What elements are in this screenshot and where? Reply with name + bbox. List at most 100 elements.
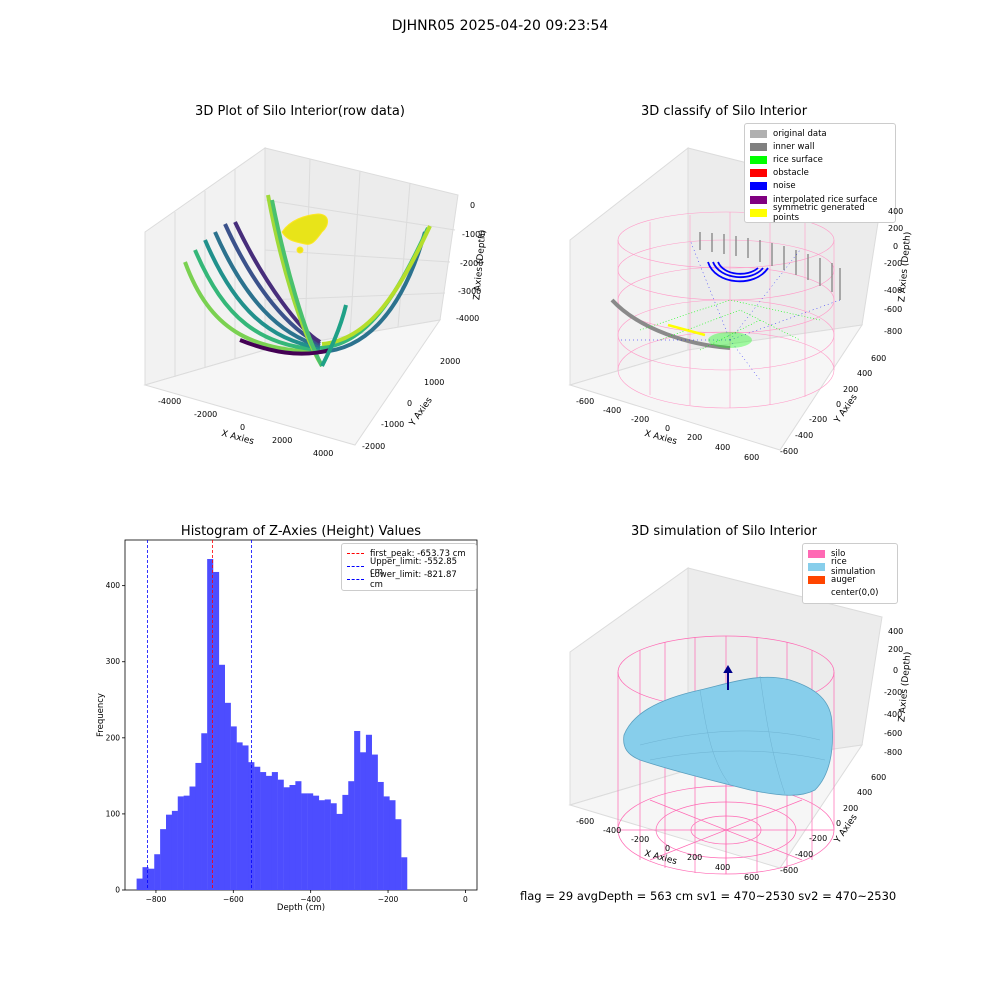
classify-xtick: -400 bbox=[603, 406, 622, 415]
legend-label: original data bbox=[773, 128, 827, 139]
legend-label: auger bbox=[831, 574, 856, 585]
legend-swatch bbox=[808, 549, 825, 558]
simulation-ztick: -800 bbox=[884, 748, 903, 757]
simulation-ytick: -200 bbox=[809, 834, 828, 843]
simulation-ztick: -200 bbox=[884, 688, 903, 697]
legend-item: original data bbox=[750, 127, 890, 140]
histogram-bar bbox=[330, 803, 337, 890]
classify-ytick: 600 bbox=[871, 354, 887, 363]
classify-ztick: -600 bbox=[884, 305, 903, 314]
simulation-ytick: 400 bbox=[857, 788, 873, 797]
histogram-bar bbox=[360, 752, 367, 890]
simulation-ytick: -400 bbox=[795, 850, 814, 859]
histogram-bar bbox=[348, 781, 355, 890]
raw-xtick: 4000 bbox=[313, 449, 334, 458]
legend-item: obstacle bbox=[750, 167, 890, 180]
raw-xtick: -2000 bbox=[194, 410, 218, 419]
histogram-bar bbox=[230, 726, 237, 890]
histogram-xtick-label: −600 bbox=[223, 895, 244, 904]
histogram-legend: first_peak: -653.73 cm Upper_limit: -552… bbox=[341, 543, 477, 591]
legend-label: first_peak: -653.73 cm bbox=[370, 548, 466, 559]
simulation-ztick: 0 bbox=[893, 666, 899, 675]
classify-ztick: 400 bbox=[888, 207, 904, 216]
raw-ztick: -2000 bbox=[460, 259, 484, 268]
histogram-bar bbox=[160, 829, 167, 890]
simulation-xtick: 600 bbox=[744, 873, 760, 882]
histogram-bar bbox=[301, 793, 308, 890]
legend-swatch bbox=[750, 129, 767, 138]
raw-ytick: 0 bbox=[407, 399, 413, 408]
histogram-bar bbox=[189, 786, 196, 890]
simulation-xtick: 0 bbox=[665, 844, 671, 853]
legend-label: rice surface bbox=[773, 154, 823, 165]
classify-panel-title: 3D classify of Silo Interior bbox=[640, 104, 808, 119]
histogram-xtick-label: −800 bbox=[146, 895, 167, 904]
legend-item: silo bbox=[808, 547, 892, 560]
legend-item: noise bbox=[750, 180, 890, 193]
histogram-xlabel: Depth (cm) bbox=[276, 903, 326, 913]
raw-ytick: 2000 bbox=[440, 357, 461, 366]
legend-swatch bbox=[750, 169, 767, 178]
histogram-bar bbox=[242, 745, 249, 890]
raw-xtick: 2000 bbox=[272, 436, 293, 445]
classify-rice-surface bbox=[639, 299, 821, 351]
histogram-bar bbox=[365, 734, 372, 890]
histogram-bar bbox=[254, 766, 261, 890]
legend-label: obstacle bbox=[773, 168, 809, 179]
histogram-bar bbox=[324, 799, 331, 890]
legend-swatch bbox=[750, 195, 767, 204]
classify-ytick: 400 bbox=[857, 369, 873, 378]
histogram-bar bbox=[166, 814, 173, 890]
histogram-xtick-label: 0 bbox=[463, 895, 468, 904]
figure-title: DJHNR05 2025-04-20 09:23:54 bbox=[391, 18, 609, 34]
histogram-bar bbox=[195, 762, 202, 890]
classify-inner-wall bbox=[610, 232, 841, 350]
raw-ztick: 0 bbox=[470, 201, 476, 210]
raw-ytick: -2000 bbox=[362, 442, 386, 451]
legend-item: rice surface bbox=[750, 153, 890, 166]
simulation-ytick: -600 bbox=[780, 866, 799, 875]
classify-ztick: -800 bbox=[884, 327, 903, 336]
classify-ytick: -600 bbox=[780, 447, 799, 456]
raw-wall-curve bbox=[183, 194, 432, 368]
classify-xtick: 200 bbox=[687, 433, 703, 442]
histogram-bar bbox=[260, 772, 267, 890]
legend-item: center(0,0) bbox=[808, 587, 892, 600]
classify-ztick: -400 bbox=[884, 286, 903, 295]
histogram-bar bbox=[218, 664, 225, 890]
classify-noise-arcs bbox=[620, 239, 841, 381]
histogram-bar bbox=[183, 795, 190, 890]
simulation-xtick: 400 bbox=[715, 863, 731, 872]
legend-line bbox=[347, 553, 364, 555]
status-footer: flag = 29 avgDepth = 563 cm sv1 = 470~25… bbox=[520, 889, 897, 903]
simulation-xtick: -600 bbox=[576, 817, 595, 826]
histogram-bar bbox=[389, 800, 396, 890]
legend-swatch bbox=[808, 575, 825, 584]
legend-item: interpolated rice surface bbox=[750, 193, 890, 206]
histogram-ytick-label: 200 bbox=[106, 733, 121, 742]
simulation-legend: silo rice simulation auger center(0,0) bbox=[802, 543, 898, 604]
histogram-bar bbox=[224, 702, 231, 890]
histogram-bar bbox=[283, 787, 290, 890]
classify-symmetric-points bbox=[667, 323, 706, 337]
legend-swatch bbox=[750, 182, 767, 191]
legend-label: rice simulation bbox=[831, 556, 876, 577]
simulation-ztick: -400 bbox=[884, 710, 903, 719]
legend-line bbox=[347, 566, 364, 568]
legend-item: Lower_limit: -821.87 cm bbox=[347, 570, 471, 590]
simulation-ytick: 0 bbox=[836, 819, 842, 828]
histogram-bar bbox=[395, 819, 402, 890]
legend-line bbox=[347, 579, 364, 581]
histogram-bar bbox=[236, 742, 243, 890]
classify-ytick: -400 bbox=[795, 431, 814, 440]
raw-panel-title: 3D Plot of Silo Interior(row data) bbox=[195, 104, 405, 119]
raw-xtick: 0 bbox=[240, 423, 246, 432]
histogram-bar bbox=[342, 794, 349, 890]
histogram-bar bbox=[148, 868, 155, 890]
histogram-bar bbox=[336, 813, 343, 890]
classify-xtick: 600 bbox=[744, 453, 760, 462]
histogram-vlines bbox=[147, 540, 252, 890]
classify-ztick: 0 bbox=[893, 242, 899, 251]
histogram-bar bbox=[271, 772, 278, 890]
